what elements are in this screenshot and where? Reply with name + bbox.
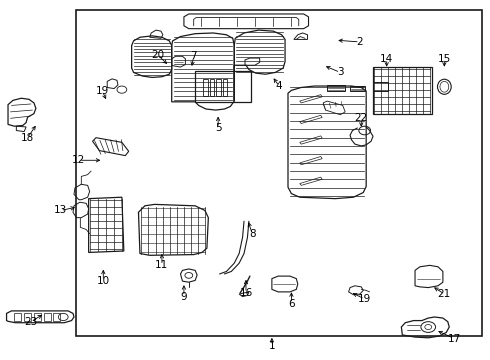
Text: 17: 17 [447, 333, 461, 343]
Text: 2: 2 [357, 37, 363, 47]
Text: 22: 22 [355, 113, 368, 123]
Bar [53, 313, 60, 320]
Text: 16: 16 [239, 288, 253, 298]
Text: 9: 9 [181, 292, 187, 302]
Text: 7: 7 [191, 51, 197, 61]
Text: 11: 11 [155, 260, 169, 270]
Bar [210, 79, 214, 96]
Text: 1: 1 [269, 341, 275, 351]
Bar [216, 79, 220, 96]
Bar [203, 79, 208, 96]
Text: 10: 10 [97, 276, 110, 286]
Text: 4: 4 [276, 81, 283, 91]
Text: 19: 19 [96, 86, 109, 96]
Text: 12: 12 [72, 155, 85, 165]
Text: 21: 21 [438, 289, 451, 299]
Text: 19: 19 [358, 294, 371, 304]
Text: 3: 3 [337, 67, 343, 77]
Text: 5: 5 [215, 123, 221, 133]
Text: 14: 14 [380, 54, 393, 64]
Text: 13: 13 [54, 206, 67, 216]
Bar [14, 313, 21, 320]
Bar [34, 313, 41, 320]
Bar [44, 313, 50, 320]
Text: 8: 8 [249, 229, 256, 239]
Text: 18: 18 [21, 133, 34, 143]
Text: 15: 15 [438, 54, 451, 64]
Text: 20: 20 [151, 50, 165, 60]
Text: 23: 23 [24, 317, 38, 327]
Text: 6: 6 [288, 299, 294, 309]
Bar [76, 10, 482, 336]
Bar [24, 313, 31, 320]
Bar [222, 79, 227, 96]
Bar [195, 71, 251, 102]
